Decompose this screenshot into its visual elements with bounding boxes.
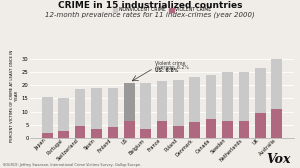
Bar bbox=[189, 77, 200, 138]
Bar bbox=[107, 88, 118, 138]
Bar bbox=[272, 59, 282, 138]
Bar bbox=[42, 133, 52, 138]
Bar bbox=[157, 121, 167, 138]
Bar bbox=[58, 98, 69, 138]
Bar bbox=[91, 129, 102, 138]
Bar bbox=[91, 88, 102, 138]
Bar bbox=[107, 127, 118, 138]
Bar bbox=[42, 97, 52, 138]
Bar bbox=[58, 131, 69, 138]
Y-axis label: PERCENT VICTIMS OF CRIME AT LEAST ONCE IN
YEAR: PERCENT VICTIMS OF CRIME AT LEAST ONCE I… bbox=[11, 50, 19, 142]
Text: CRIME in 15 industrialized countries: CRIME in 15 industrialized countries bbox=[58, 1, 242, 10]
Bar bbox=[222, 72, 233, 138]
Bar bbox=[238, 121, 249, 138]
Text: US: 6.8%: US: 6.8% bbox=[154, 68, 178, 73]
Bar bbox=[222, 121, 233, 138]
Bar bbox=[124, 121, 135, 138]
Bar bbox=[206, 75, 217, 138]
Legend: NONVIOLENT CRIME, VIOLENT CRIME: NONVIOLENT CRIME, VIOLENT CRIME bbox=[111, 6, 213, 14]
Text: SOURCE: Jeffrey Swanson, International Crime Victims Survey, Gallup Europe.: SOURCE: Jeffrey Swanson, International C… bbox=[3, 163, 141, 167]
Bar bbox=[75, 89, 86, 138]
Text: Average: 6.2%: Average: 6.2% bbox=[154, 65, 188, 70]
Text: Vox: Vox bbox=[266, 153, 291, 166]
Bar bbox=[255, 113, 266, 138]
Bar bbox=[255, 68, 266, 138]
Bar bbox=[140, 83, 151, 138]
Bar bbox=[140, 129, 151, 138]
Bar bbox=[75, 126, 86, 138]
Bar bbox=[124, 83, 135, 138]
Bar bbox=[238, 72, 249, 138]
Bar bbox=[189, 122, 200, 138]
Bar bbox=[206, 119, 217, 138]
Text: 12-month prevalence rates for 11 index-crimes (year 2000): 12-month prevalence rates for 11 index-c… bbox=[45, 11, 255, 17]
Bar bbox=[157, 81, 167, 138]
Bar bbox=[173, 126, 184, 138]
Bar bbox=[173, 80, 184, 138]
Text: Violent crime: Violent crime bbox=[154, 61, 185, 66]
Bar bbox=[272, 109, 282, 138]
